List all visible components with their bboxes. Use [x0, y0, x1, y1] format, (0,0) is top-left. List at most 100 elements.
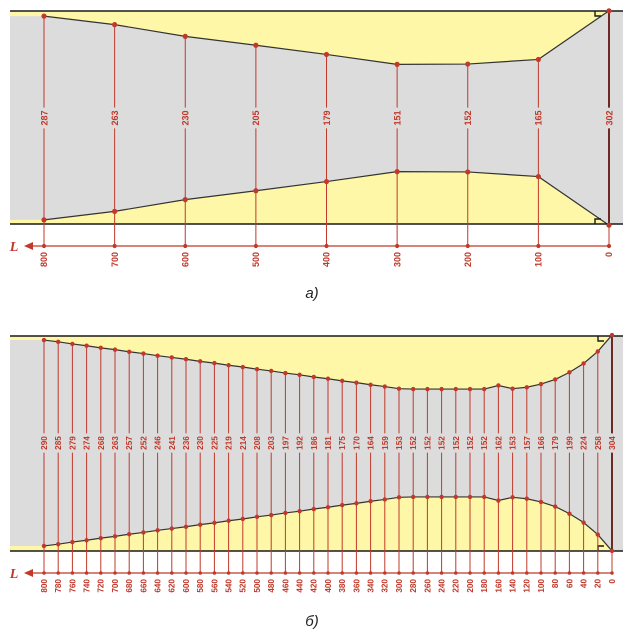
panel-b-axis-value-420: 420	[310, 579, 319, 593]
panel-b-upper-point-440	[297, 372, 302, 378]
panel-b-lower-point-80	[553, 504, 558, 509]
panel-b-axis-point-440	[297, 571, 302, 575]
panel-b-diameter-label-bg-120	[521, 433, 532, 453]
panel-b-diameter-label-40: 224	[578, 433, 589, 453]
panel-b-axis-point-720	[99, 571, 103, 575]
panel-a-upper-point-0	[606, 8, 612, 14]
panel-a-axis-point-200	[465, 243, 470, 249]
panel-b-upper-point-180	[482, 386, 487, 392]
panel-b-upper-point-420	[311, 374, 316, 380]
panel-b-diameter-label-bg-60	[564, 433, 575, 453]
panel-b-diameter-label-460: 197	[280, 433, 291, 453]
panel-b-upper-point-620	[169, 355, 174, 360]
panel-b-diameter-value-320: 159	[381, 436, 390, 450]
panel-b-diameter-value-140: 153	[509, 436, 518, 450]
panel-b-diameter-label-0: 304	[606, 433, 618, 453]
panel-b-diameter-value-740: 274	[83, 436, 92, 450]
panel-b-axis-label-100: 100	[537, 579, 546, 593]
panel-b-upper-point-200	[467, 386, 473, 392]
panel-a-lower-point-0	[606, 222, 612, 228]
panel-a-lower-point-800	[41, 217, 47, 223]
panel-a-axis-point-100	[536, 243, 541, 249]
panel-b-axis-label-620: 620	[168, 579, 177, 593]
panel-b-lower-point-140	[510, 495, 515, 500]
panel-b-upper-point-100	[538, 381, 544, 387]
panel-a-axis-point-0	[606, 243, 612, 249]
panel-b-diameter-value-600: 236	[182, 436, 191, 450]
panel-b-diameter-label-bg-380	[337, 433, 348, 453]
panel-b-lower-point-700	[112, 534, 118, 539]
panel-b-axis-point-60	[567, 571, 572, 575]
panel-b-upper-point-360	[354, 380, 359, 385]
panel-b-axis-point-340	[368, 571, 373, 575]
panel-b-axis-value-800: 800	[40, 579, 49, 593]
panel-a-diameter-label-bg-700	[109, 107, 121, 129]
panel-b-axis-label-420: 420	[310, 579, 319, 593]
panel-a-lower-point-300	[394, 169, 400, 175]
panel-b-axis-value-720: 720	[97, 579, 106, 593]
panel-b-lower-point-640	[155, 528, 160, 533]
panel-b-diameter-value-760: 279	[68, 436, 77, 450]
panel-b-diameter-label-bg-80	[550, 433, 561, 453]
panel-b-lower-fill	[10, 496, 612, 551]
panel-b-diameter-label-bg-700	[109, 433, 121, 453]
panel-b-diameter-label-500: 208	[251, 433, 263, 453]
panel-b-upper-point-240	[439, 386, 444, 392]
panel-b-upper-point-80	[553, 377, 558, 382]
panel-b-lower-point-600	[183, 524, 189, 529]
panel-b-diameter-label-320: 159	[379, 433, 390, 453]
panel-b-axis-point-700	[113, 571, 117, 575]
panel-b-axis-value-80: 80	[551, 579, 560, 589]
panel-b-diameter-value-700: 263	[111, 436, 120, 450]
panel-b-diameter-label-100: 166	[535, 433, 547, 453]
panel-b-axis-label-400: 400	[324, 579, 333, 593]
panel-b-diameter-label-700: 263	[109, 433, 121, 453]
panel-b-axis-point-360	[354, 571, 359, 575]
panel-a-diameter-label-300: 151	[391, 107, 403, 129]
panel-b-diameter-label-340: 164	[365, 433, 376, 453]
panel-a-axis-value-400: 400	[322, 252, 332, 267]
panel-b-diameter-label-120: 157	[521, 433, 532, 453]
panel-b-lower-point-100	[538, 499, 544, 505]
panel-b-diameter-value-540: 219	[225, 436, 234, 450]
panel-a-axis-label-100: 100	[534, 252, 544, 267]
panel-b-diameter-label-60: 199	[564, 433, 575, 453]
panel-b-axis-label-660: 660	[139, 579, 148, 593]
panel-b-upper-fill	[10, 335, 612, 390]
panel-a-diameter-value-700: 263	[110, 110, 120, 125]
panel-b-axis-point-780	[56, 571, 60, 575]
panel-b-diameter-value-520: 214	[239, 436, 248, 450]
panel-a-upper-point-200	[465, 61, 471, 67]
panel-b-diameter-value-440: 192	[296, 436, 305, 450]
panel-b-axis-label-600: 600	[182, 579, 191, 593]
panel-b-lower-point-420	[311, 506, 316, 512]
panel-b-axis-label-240: 240	[437, 579, 446, 593]
panel-b-axis-point-300	[397, 571, 401, 575]
panel-b-axis-value-0: 0	[608, 579, 617, 584]
panel-a-diameter-label-100: 165	[532, 107, 544, 129]
panel-a-axis-value-200: 200	[463, 252, 473, 267]
panel-b-diameter-value-480: 203	[267, 436, 276, 450]
panel-b-axis-label-60: 60	[565, 579, 574, 589]
panel-b-axis-point-740	[84, 571, 89, 575]
panel-a-axis-label-500: 500	[251, 252, 261, 267]
panel-a-upper-point-100	[535, 56, 541, 63]
panel-b-diameter-value-380: 175	[338, 436, 347, 450]
panel-b-lower-point-680	[127, 532, 132, 537]
panel-b-axis-value-600: 600	[182, 579, 191, 593]
panel-b-diameter-label-bg-480	[266, 433, 277, 453]
panel-b-diameter-label-220: 152	[450, 433, 461, 453]
panel-b-axis-point-660	[141, 571, 146, 575]
panel-a-diameter-label-bg-800	[38, 107, 50, 129]
panel-b-lower-point-580	[198, 522, 203, 527]
panel-b-axis-label-500: 500	[253, 579, 262, 593]
panel-b-lower-point-620	[169, 526, 174, 531]
panel-b-axis-label-640: 640	[153, 579, 162, 593]
panel-b-axis-value-140: 140	[508, 579, 517, 593]
panel-a-axis-label-400: 400	[322, 252, 332, 267]
panel-b-diameter-label-540: 219	[223, 433, 234, 453]
panel-b-axis-label-540: 540	[224, 579, 233, 593]
panel-b-diameter-label-300: 153	[393, 433, 405, 453]
panel-b-diameter-value-560: 225	[210, 436, 219, 450]
panel-b-axis-label-480: 480	[267, 579, 276, 593]
